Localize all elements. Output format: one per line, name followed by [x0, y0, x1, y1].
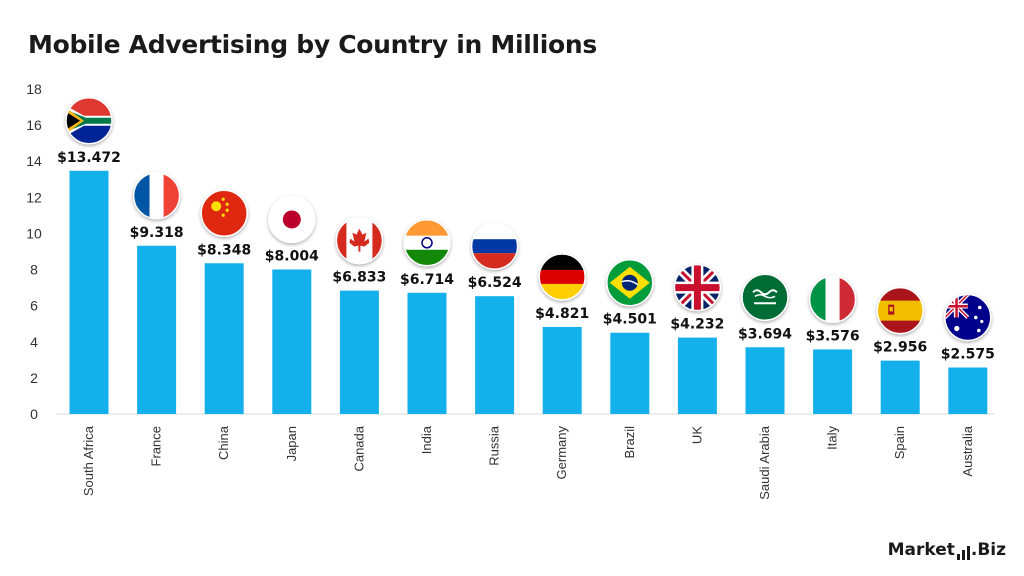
category-labels: South Africa France China Japan Canada India R…: [81, 425, 975, 500]
category-label: Japan: [284, 426, 299, 461]
category-label: China: [216, 425, 231, 460]
value-label: $2.575: [941, 347, 995, 363]
value-label: $6.714: [400, 272, 454, 288]
italy-flag-icon: [808, 275, 857, 324]
value-label: $2.956: [873, 340, 927, 356]
category-label: Russia: [487, 425, 502, 466]
y-tick-label: 16: [26, 117, 42, 133]
y-tick-label: 8: [30, 262, 38, 278]
bar: [69, 170, 109, 414]
bar: [407, 292, 447, 414]
bar: [948, 367, 988, 414]
bar: [204, 263, 244, 414]
value-label: $4.821: [535, 306, 589, 322]
value-label: $4.232: [670, 317, 724, 333]
brand-name-part2: .Biz: [970, 540, 1006, 560]
value-label: $8.004: [265, 248, 319, 264]
category-label: Italy: [825, 426, 840, 450]
value-label: $6.524: [468, 275, 522, 291]
brazil-flag-icon: [606, 258, 654, 307]
india-flag-icon: [403, 219, 451, 267]
category-label: Australia: [960, 425, 975, 476]
bar: [610, 332, 650, 414]
value-label: $8.348: [197, 242, 251, 258]
category-label: Brazil: [622, 426, 637, 459]
bar: [745, 347, 785, 414]
y-axis: 0 2 4 6 8 10 12 14 16 18: [26, 81, 42, 422]
bar: [339, 290, 379, 414]
bar: [272, 269, 312, 414]
china-flag-icon: [200, 189, 248, 238]
bar: [677, 337, 717, 414]
value-label: $4.501: [603, 312, 657, 328]
japan-flag-icon: [268, 195, 316, 244]
value-label: $3.694: [738, 326, 792, 342]
category-label: Saudi Arabia: [757, 425, 772, 499]
chart-title: Mobile Advertising by Country in Million…: [28, 30, 598, 59]
bar: [542, 326, 582, 414]
y-tick-label: 4: [30, 334, 38, 350]
bars: [69, 170, 988, 414]
germany-flag-icon: [538, 253, 586, 301]
south-africa-flag-icon: [65, 97, 113, 145]
uk-flag-icon: [673, 263, 722, 312]
canada-flag-icon: [335, 216, 384, 265]
category-label: Canada: [351, 425, 366, 471]
value-labels: $13.472 $9.318 $8.348 $8.004 $6.833 $6.714 $6.…: [57, 150, 995, 363]
y-tick-label: 6: [30, 298, 38, 314]
y-tick-label: 12: [26, 189, 42, 205]
category-label: India: [419, 425, 434, 454]
russia-flag-icon: [470, 222, 519, 270]
category-label: Spain: [892, 426, 907, 459]
value-label: $9.318: [130, 225, 184, 241]
flags: [65, 97, 992, 342]
brand-bars-icon: [956, 546, 970, 560]
bar: [813, 349, 853, 414]
brand-name-part1: Market: [887, 540, 955, 560]
bar: [880, 360, 920, 414]
category-label: South Africa: [81, 425, 96, 496]
australia-flag-icon: [944, 293, 992, 342]
y-tick-label: 10: [26, 225, 42, 241]
saudi-arabia-flag-icon: [741, 273, 789, 322]
value-label: $3.576: [806, 328, 860, 344]
category-label: UK: [689, 426, 704, 444]
bar: [475, 296, 515, 414]
y-tick-label: 18: [26, 81, 42, 97]
value-label: $6.833: [332, 270, 386, 286]
france-flag-icon: [132, 172, 181, 220]
value-label: $13.472: [57, 150, 121, 166]
brand-logo: Market .Biz: [888, 540, 1006, 560]
bar: [137, 245, 177, 414]
y-tick-label: 14: [26, 153, 42, 169]
y-tick-label: 2: [30, 370, 38, 386]
category-label: Germany: [554, 426, 569, 480]
category-label: France: [149, 426, 164, 466]
y-tick-label: 0: [30, 406, 38, 422]
spain-flag-icon: [876, 286, 924, 335]
